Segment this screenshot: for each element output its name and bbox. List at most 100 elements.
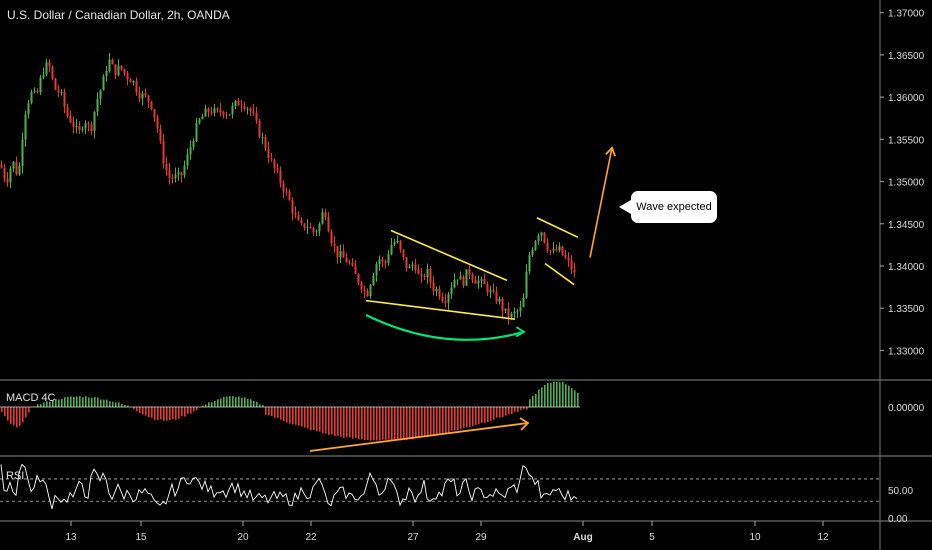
macd-bar [4,407,6,417]
macd-bar [238,396,240,407]
rsi-tick-label: 50.00 [888,486,913,497]
macd-bar [10,407,12,424]
macd-bar [187,407,189,414]
macd-bar [430,407,432,437]
candle-body [177,172,180,175]
candle-body [45,62,48,75]
macd-bar [466,407,468,428]
macd-bar [400,407,402,441]
candle-body [105,71,108,77]
x-tick-label: 27 [407,532,419,543]
macd-bar [454,407,456,431]
candle-body [156,117,159,129]
macd-bar [244,397,246,407]
candle-body [108,59,111,72]
candle-body [444,301,447,303]
macd-bar [178,407,180,419]
macd-bar [139,407,141,413]
x-tick-label: Aug [573,532,592,543]
candle-body [339,251,342,258]
candle-body [60,91,63,93]
macd-bar [133,407,135,410]
candle-body [531,249,534,256]
candle-body [468,269,471,275]
rsi-label: RSI [6,470,25,482]
candle-body [186,154,189,166]
candle-body [159,128,162,141]
price-candles [0,52,576,325]
trendline [544,262,575,286]
macd-bar [568,385,570,407]
candle-body [174,174,177,179]
candle-body [9,168,12,183]
macd-bar [325,407,327,434]
candle-body [39,77,42,93]
macd-bar [43,402,45,407]
candle-body [336,245,339,258]
candle-body [33,90,36,92]
candle-body [102,76,105,91]
wave-expected-callout[interactable]: Wave expected [619,191,717,223]
macd-tick-label: 0.00000 [888,403,925,414]
candle-body [141,93,144,99]
macd-bar [511,407,513,415]
candle-body [483,279,486,285]
macd-bar [559,382,561,407]
y-tick-label: 1.34000 [888,262,925,273]
candle-body [282,183,285,192]
candle-body [312,228,315,232]
candle-body [510,313,513,318]
candle-body [165,163,168,171]
candle-body [471,274,474,280]
macd-bar [214,400,216,407]
macd-bar [193,407,195,412]
macd-bar [142,407,144,415]
candle-body [546,242,549,251]
candle-body [42,74,45,78]
candle-body [363,289,366,292]
candle-body [390,244,393,255]
macd-arrow-line [309,422,529,452]
candle-body [90,124,93,131]
candle-body [285,191,288,193]
candle-body [123,69,126,74]
candle-body [126,73,129,80]
candle-body [216,108,219,110]
candle-body [315,231,318,233]
candle-body [201,116,204,120]
macd-bar [220,398,222,407]
macd-bar [520,407,522,410]
macd-bar [172,407,174,420]
candle-body [276,168,279,171]
macd-bar [475,407,477,425]
macd-bar [397,407,399,440]
macd-bar [55,399,57,407]
macd-bar [487,407,489,423]
y-tick-label: 1.36000 [888,93,925,104]
macd-bar [448,407,450,433]
candle-body [69,115,72,123]
macd-bar [268,407,270,416]
macd-bar [562,381,564,407]
macd-bar [64,397,66,407]
candle-body [51,66,54,79]
curved-arrow-line [365,313,525,341]
candle-body [228,114,231,116]
macd-bar [100,399,102,407]
y-tick-label: 1.37000 [888,9,925,20]
candle-body [495,291,498,302]
candle-body [438,289,441,297]
candle-body [573,269,576,272]
candle-body [252,111,255,113]
macd-bar [85,396,87,407]
candle-body [279,170,282,184]
macd-bar [286,407,288,423]
macd-bar [121,403,123,407]
candle-body [135,81,138,93]
macd-bar [184,407,186,417]
macd-bar [97,397,99,407]
y-tick-label: 1.33500 [888,304,925,315]
macd-bar [409,407,411,439]
x-tick-label: 13 [65,532,77,543]
candle-body [378,259,381,265]
